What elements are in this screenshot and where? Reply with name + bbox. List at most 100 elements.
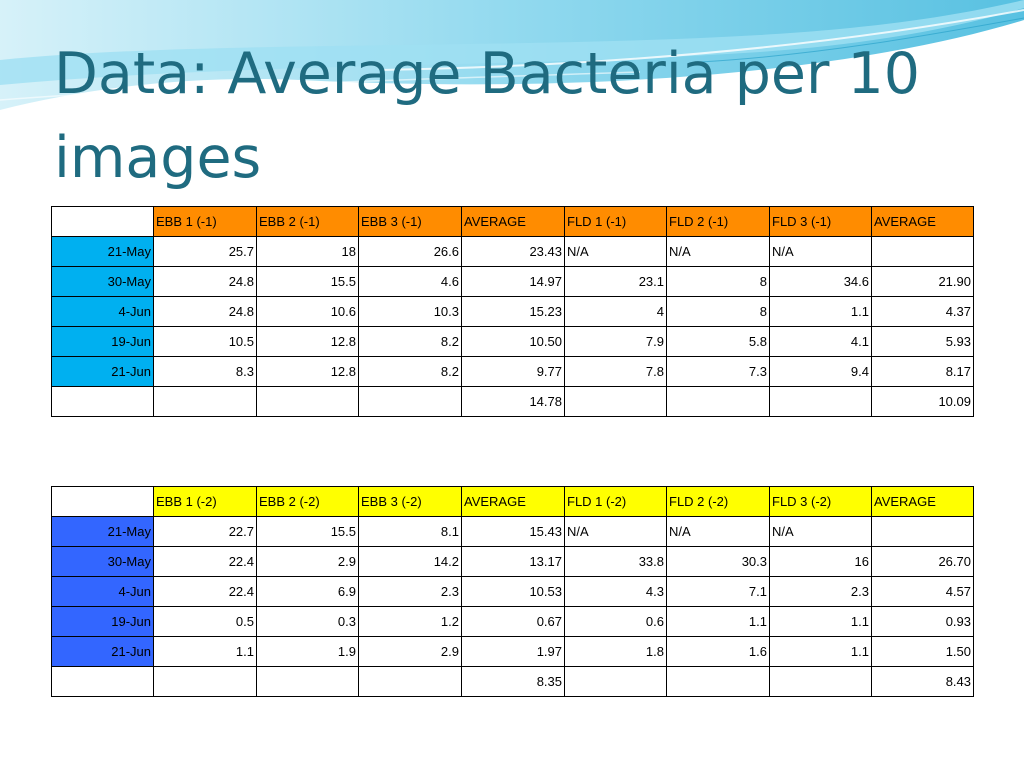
column-header: FLD 3 (-1) xyxy=(769,206,872,237)
table-row: 30-May 24.8 15.5 4.6 14.97 23.1 8 34.6 21.90 xyxy=(51,266,974,297)
table-cell: 4.1 xyxy=(769,326,872,357)
table-cell: 1.50 xyxy=(871,636,974,667)
table-cell: 4.57 xyxy=(871,576,974,607)
table-cell: 1.8 xyxy=(564,636,667,667)
table-cell: 9.77 xyxy=(461,356,565,387)
table-cell: 7.1 xyxy=(666,576,770,607)
table-cell: 26.6 xyxy=(358,236,462,267)
decorative-wave-banner xyxy=(0,0,1024,110)
row-date: 19-Jun xyxy=(51,326,154,357)
table-cell: 2.3 xyxy=(769,576,872,607)
summary-cell xyxy=(153,386,257,417)
table-cell: 22.4 xyxy=(153,576,257,607)
summary-cell xyxy=(51,666,154,697)
table-cell: 8.3 xyxy=(153,356,257,387)
table-cell: 10.50 xyxy=(461,326,565,357)
table-cell: 7.8 xyxy=(564,356,667,387)
table-cell: 1.1 xyxy=(666,606,770,637)
table-cell: 1.2 xyxy=(358,606,462,637)
summary-row: 8.35 8.43 xyxy=(51,666,974,697)
table-cell: 10.3 xyxy=(358,296,462,327)
summary-cell xyxy=(256,666,359,697)
table-cell: 14.2 xyxy=(358,546,462,577)
table-cell: 1.1 xyxy=(153,636,257,667)
table-cell: N/A xyxy=(769,236,872,267)
table-row: 19-Jun 10.5 12.8 8.2 10.50 7.9 5.8 4.1 5.93 xyxy=(51,326,974,357)
column-header: AVERAGE xyxy=(871,206,974,237)
table-cell: 9.4 xyxy=(769,356,872,387)
table-cell: 8 xyxy=(666,296,770,327)
column-header: EBB 2 (-1) xyxy=(256,206,359,237)
table-cell: 12.8 xyxy=(256,326,359,357)
table-cell: 23.1 xyxy=(564,266,667,297)
column-header: EBB 1 (-1) xyxy=(153,206,257,237)
table-cell: 16 xyxy=(769,546,872,577)
slide-title: Data: Average Bacteria per 10 images xyxy=(54,41,921,191)
row-date: 21-May xyxy=(51,516,154,547)
table-cell xyxy=(871,236,974,267)
table-cell: 5.93 xyxy=(871,326,974,357)
table-cell: 2.3 xyxy=(358,576,462,607)
summary-cell xyxy=(358,386,462,417)
table-cell: 34.6 xyxy=(769,266,872,297)
table-cell: N/A xyxy=(564,516,667,547)
table-cell: 15.43 xyxy=(461,516,565,547)
column-header xyxy=(51,486,154,517)
table-cell: 1.9 xyxy=(256,636,359,667)
table-cell: 8.1 xyxy=(358,516,462,547)
table-cell: 30.3 xyxy=(666,546,770,577)
bacteria-table-1: EBB 1 (-1) EBB 2 (-1) EBB 3 (-1) AVERAGE FLD… xyxy=(51,206,974,417)
row-date: 21-May xyxy=(51,236,154,267)
table-cell: 7.9 xyxy=(564,326,667,357)
table-cell: 4.6 xyxy=(358,266,462,297)
summary-cell xyxy=(769,386,872,417)
table-cell: 1.1 xyxy=(769,606,872,637)
table-cell: 15.23 xyxy=(461,296,565,327)
table-cell: 24.8 xyxy=(153,266,257,297)
summary-cell: 8.35 xyxy=(461,666,565,697)
table-row: 19-Jun 0.5 0.3 1.2 0.67 0.6 1.1 1.1 0.93 xyxy=(51,606,974,637)
column-header: FLD 1 (-2) xyxy=(564,486,667,517)
table-row: 21-May 25.7 18 26.6 23.43 N/A N/A N/A xyxy=(51,236,974,267)
table-cell: 15.5 xyxy=(256,266,359,297)
table-cell: 0.6 xyxy=(564,606,667,637)
table-cell: 2.9 xyxy=(358,636,462,667)
table-cell: 33.8 xyxy=(564,546,667,577)
column-header: FLD 1 (-1) xyxy=(564,206,667,237)
table-cell: 1.97 xyxy=(461,636,565,667)
summary-cell xyxy=(769,666,872,697)
table-cell: 0.3 xyxy=(256,606,359,637)
table-cell: 0.93 xyxy=(871,606,974,637)
table-cell: 23.43 xyxy=(461,236,565,267)
summary-cell: 10.09 xyxy=(871,386,974,417)
table-cell: 5.8 xyxy=(666,326,770,357)
column-header: FLD 2 (-1) xyxy=(666,206,770,237)
table-cell: 7.3 xyxy=(666,356,770,387)
table-cell: 2.9 xyxy=(256,546,359,577)
table-cell: N/A xyxy=(666,236,770,267)
table-cell: 25.7 xyxy=(153,236,257,267)
table-cell: 10.53 xyxy=(461,576,565,607)
summary-cell: 8.43 xyxy=(871,666,974,697)
summary-cell: 14.78 xyxy=(461,386,565,417)
row-date: 4-Jun xyxy=(51,296,154,327)
table-row: 21-Jun 8.3 12.8 8.2 9.77 7.8 7.3 9.4 8.17 xyxy=(51,356,974,387)
table-cell xyxy=(871,516,974,547)
table-cell: 18 xyxy=(256,236,359,267)
column-header: EBB 3 (-2) xyxy=(358,486,462,517)
table-cell: 0.67 xyxy=(461,606,565,637)
table-cell: 13.17 xyxy=(461,546,565,577)
column-header: EBB 2 (-2) xyxy=(256,486,359,517)
table-cell: 4.37 xyxy=(871,296,974,327)
table-cell: 22.7 xyxy=(153,516,257,547)
header-row: EBB 1 (-2) EBB 2 (-2) EBB 3 (-2) AVERAGE FLD… xyxy=(51,486,974,517)
summary-cell xyxy=(256,386,359,417)
table-cell: N/A xyxy=(564,236,667,267)
table-cell: 14.97 xyxy=(461,266,565,297)
table-cell: 15.5 xyxy=(256,516,359,547)
table-cell: 6.9 xyxy=(256,576,359,607)
summary-cell xyxy=(358,666,462,697)
summary-cell xyxy=(564,386,667,417)
table-cell: 1.1 xyxy=(769,636,872,667)
row-date: 30-May xyxy=(51,546,154,577)
